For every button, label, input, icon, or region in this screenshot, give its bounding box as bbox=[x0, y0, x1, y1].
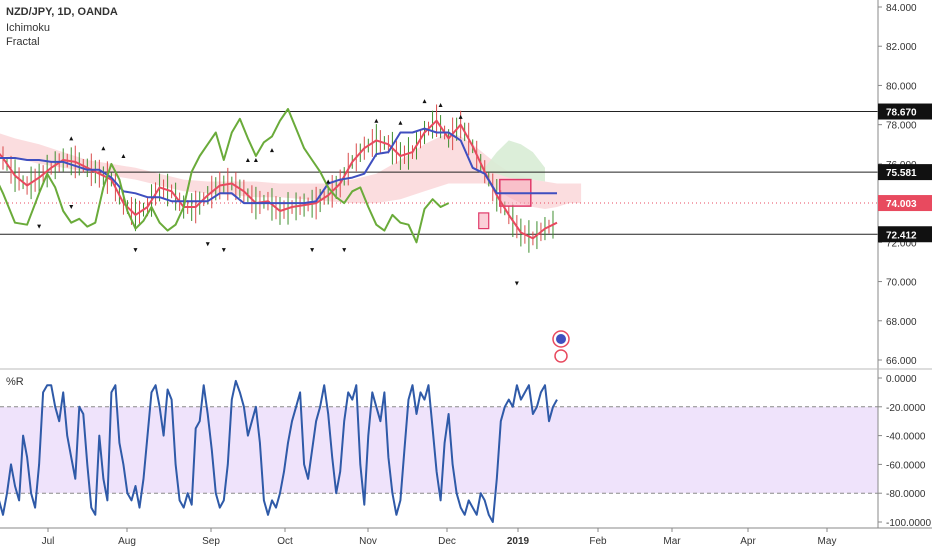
fractal-down-marker bbox=[205, 242, 210, 247]
ichimoku-cloud-red bbox=[0, 132, 582, 209]
price-axis-label: 78.000 bbox=[886, 121, 917, 132]
event-flag-icon-inner bbox=[556, 334, 566, 344]
price-axis-label: 70.000 bbox=[886, 278, 917, 289]
oscillator-axis-label: -80.0000 bbox=[886, 489, 926, 500]
oscillator-line bbox=[0, 379, 558, 523]
oscillator-axis-label: 0.0000 bbox=[886, 374, 917, 385]
fractal-up-marker bbox=[374, 118, 379, 123]
time-axis-label: Sep bbox=[202, 536, 220, 547]
time-axis-label: Oct bbox=[277, 536, 293, 547]
price-axis-label: 66.000 bbox=[886, 356, 917, 367]
fractal-up-marker bbox=[253, 157, 258, 162]
fractal-up-marker bbox=[269, 148, 274, 153]
indicator-fractal: Fractal bbox=[6, 36, 40, 48]
fractal-down-marker bbox=[342, 248, 347, 253]
fractal-down-marker bbox=[69, 205, 74, 210]
series-line-conversion bbox=[0, 119, 558, 240]
ichimoku-cloud-green bbox=[484, 140, 545, 182]
fractal-up-marker bbox=[121, 154, 126, 159]
fractal-down-marker bbox=[133, 248, 138, 253]
price-axis-label: 72.000 bbox=[886, 238, 917, 249]
time-axis-label: Dec bbox=[438, 536, 456, 547]
price-axis-label: 82.000 bbox=[886, 42, 917, 53]
time-axis-label: Nov bbox=[359, 536, 377, 547]
price-axis-label: 80.000 bbox=[886, 81, 917, 92]
highlight-box-small[interactable] bbox=[478, 212, 490, 230]
price-tag bbox=[878, 164, 932, 181]
oscillator-axis-label: -100.0000 bbox=[886, 518, 931, 529]
oscillator-axis-label: -20.0000 bbox=[886, 403, 926, 414]
price-axis-label: 84.000 bbox=[886, 3, 917, 14]
price-tag-label: 75.581 bbox=[886, 168, 917, 179]
time-axis-label: Jul bbox=[42, 536, 55, 547]
last-price-tag bbox=[878, 195, 932, 212]
indicator-ichimoku: Ichimoku bbox=[6, 22, 51, 34]
price-tag bbox=[878, 103, 932, 120]
fractal-down-marker bbox=[221, 248, 226, 253]
fractal-up-marker bbox=[398, 120, 403, 125]
oscillator-band bbox=[0, 406, 878, 494]
series-line-lagging bbox=[0, 108, 450, 244]
oscillator-axis-label: -60.0000 bbox=[886, 460, 926, 471]
fractal-up-marker bbox=[422, 99, 427, 104]
oscillator-label: %R bbox=[6, 376, 24, 388]
price-tag bbox=[878, 226, 932, 243]
price-tag-label: 78.670 bbox=[886, 108, 917, 119]
time-axis-label: Mar bbox=[663, 536, 681, 547]
fractal-down-marker bbox=[514, 281, 519, 286]
series-line-base bbox=[0, 127, 557, 205]
fractal-up-marker bbox=[245, 157, 250, 162]
fractal-down-marker bbox=[37, 224, 42, 229]
last-price-label: 74.003 bbox=[886, 199, 917, 210]
fractal-up-marker bbox=[69, 136, 74, 141]
time-axis-label: 2019 bbox=[507, 536, 530, 547]
time-axis-label: Apr bbox=[740, 536, 756, 547]
time-axis-label: Feb bbox=[589, 536, 607, 547]
fractal-up-marker bbox=[101, 146, 106, 151]
fractal-down-marker bbox=[310, 248, 315, 253]
time-axis-label: Aug bbox=[118, 536, 136, 547]
symbol-title: NZD/JPY, 1D, OANDA bbox=[6, 6, 118, 18]
fractal-up-marker bbox=[438, 103, 443, 108]
time-axis-label: May bbox=[818, 536, 837, 547]
fractal-up-marker bbox=[326, 179, 331, 184]
event-dividend-icon[interactable] bbox=[554, 349, 568, 363]
price-axis-label: 68.000 bbox=[886, 317, 917, 328]
fractal-up-marker bbox=[458, 114, 463, 119]
oscillator-axis-label: -40.0000 bbox=[886, 432, 926, 443]
price-tag-label: 72.412 bbox=[886, 230, 917, 241]
